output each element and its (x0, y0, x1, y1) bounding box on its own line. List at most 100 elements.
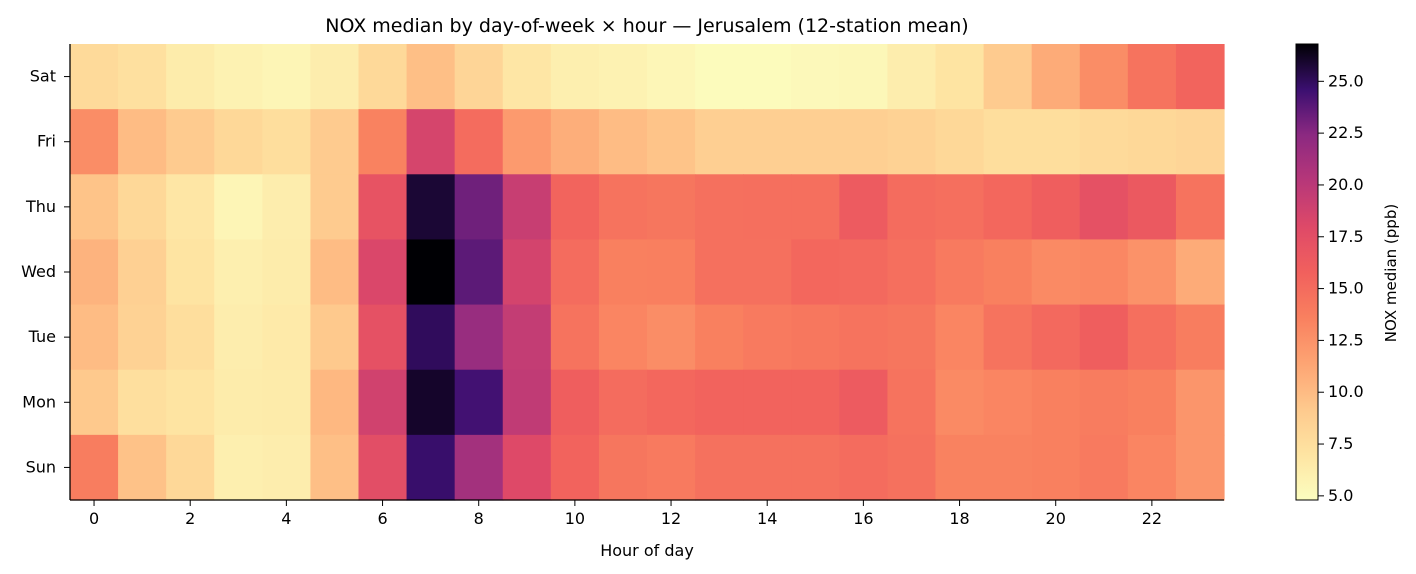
heatmap-cell (502, 44, 552, 110)
heatmap-cell (310, 434, 360, 501)
heatmap-cell (310, 369, 360, 436)
heatmap-cell (839, 434, 889, 501)
heatmap-cell (1127, 239, 1177, 306)
heatmap-cell (647, 239, 696, 306)
heatmap-cell (1031, 239, 1081, 306)
x-tick-label: 20 (1046, 509, 1066, 528)
heatmap-cell (791, 434, 840, 501)
heatmap-cell (743, 174, 792, 241)
heatmap-cell (502, 369, 552, 436)
heatmap-cell (70, 44, 119, 110)
heatmap-cell (358, 174, 408, 241)
heatmap-cell (406, 174, 456, 241)
heatmap-cell (935, 434, 985, 501)
heatmap-cell (839, 304, 889, 371)
heatmap-cell (1031, 109, 1081, 175)
heatmap-cell (1031, 174, 1081, 241)
heatmap-cell (598, 109, 648, 175)
heatmap-cell (1127, 369, 1177, 436)
heatmap-cell (647, 109, 696, 175)
heatmap-cell (695, 369, 744, 436)
heatmap-cell (358, 304, 408, 371)
heatmap-cell (406, 239, 456, 306)
heatmap-cell (502, 109, 552, 175)
heatmap-cell (743, 369, 792, 436)
heatmap-cell (502, 174, 552, 241)
heatmap-cell (406, 434, 456, 501)
heatmap-cell (406, 304, 456, 371)
heatmap-cell (791, 109, 840, 175)
heatmap-cell (695, 434, 744, 501)
y-tick-label: Sat (30, 67, 56, 86)
heatmap-cell (1079, 44, 1129, 110)
heatmap-cell (214, 304, 263, 371)
heatmap-cell (839, 44, 889, 110)
heatmap-cell (70, 109, 119, 175)
heatmap-cell (839, 174, 889, 241)
heatmap-cell (983, 304, 1033, 371)
heatmap-cell (502, 304, 552, 371)
heatmap-cell (502, 434, 552, 501)
heatmap-cell (887, 174, 937, 241)
colorbar: 5.0 7.5 10.0 12.5 15.0 17.5 20.0 22.5 25.0 (1295, 43, 1364, 505)
heatmap-cell (935, 174, 985, 241)
heatmap-cell (695, 174, 744, 241)
heatmap-cell (839, 369, 889, 436)
heatmap-cell (743, 434, 792, 501)
heatmap-cell (1175, 174, 1225, 241)
heatmap-cell (454, 434, 504, 501)
heatmap-cell (743, 304, 792, 371)
heatmap-cell (262, 44, 312, 110)
heatmap-cell (1127, 44, 1177, 110)
heatmap-cell (1175, 239, 1225, 306)
x-tick-label: 4 (281, 509, 291, 528)
heatmap-cell (550, 369, 600, 436)
x-axis-label: Hour of day (600, 541, 694, 560)
heatmap-cell (70, 304, 119, 371)
heatmap-cell (70, 369, 119, 436)
heatmap-cell (839, 109, 889, 175)
heatmap-cell (1175, 304, 1225, 371)
heatmap-cell (983, 109, 1033, 175)
heatmap-cell (1127, 174, 1177, 241)
heatmap-cell (406, 109, 456, 175)
heatmap-cell (118, 44, 167, 110)
heatmap-cell (647, 44, 696, 110)
heatmap-cell (214, 44, 263, 110)
heatmap-cell (887, 304, 937, 371)
colorbar-tick-label: 5.0 (1328, 486, 1353, 505)
heatmap-cell (887, 239, 937, 306)
heatmap-cell (262, 239, 312, 306)
heatmap-cell (358, 369, 408, 436)
heatmap-cell (214, 434, 263, 501)
heatmap-cell (983, 369, 1033, 436)
heatmap-cell (791, 304, 840, 371)
heatmap-cell (550, 109, 600, 175)
heatmap-cell (166, 239, 215, 306)
heatmap-cell (70, 174, 119, 241)
heatmap-cell (118, 109, 167, 175)
heatmap-cell (166, 109, 215, 175)
heatmap-cell (1079, 434, 1129, 501)
heatmap-cell (791, 44, 840, 110)
heatmap-cell (935, 239, 985, 306)
colorbar-tick-label: 22.5 (1328, 123, 1364, 142)
heatmap-cell (791, 174, 840, 241)
heatmap-cell (166, 174, 215, 241)
heatmap-cell (310, 239, 360, 306)
x-tick-label: 22 (1142, 509, 1162, 528)
heatmap-cell (1079, 369, 1129, 436)
heatmap-cell (166, 44, 215, 110)
colorbar-gradient (1295, 43, 1319, 501)
heatmap-cell (1031, 434, 1081, 501)
heatmap-cell (983, 434, 1033, 501)
heatmap-cell (310, 174, 360, 241)
x-tick-label: 8 (474, 509, 484, 528)
heatmap-cell (454, 44, 504, 110)
heatmap-cell (70, 239, 119, 306)
heatmap-cell (262, 369, 312, 436)
y-tick-label: Wed (21, 262, 56, 281)
heatmap-cell (743, 239, 792, 306)
heatmap-cell (887, 434, 937, 501)
heatmap-cell (598, 369, 648, 436)
